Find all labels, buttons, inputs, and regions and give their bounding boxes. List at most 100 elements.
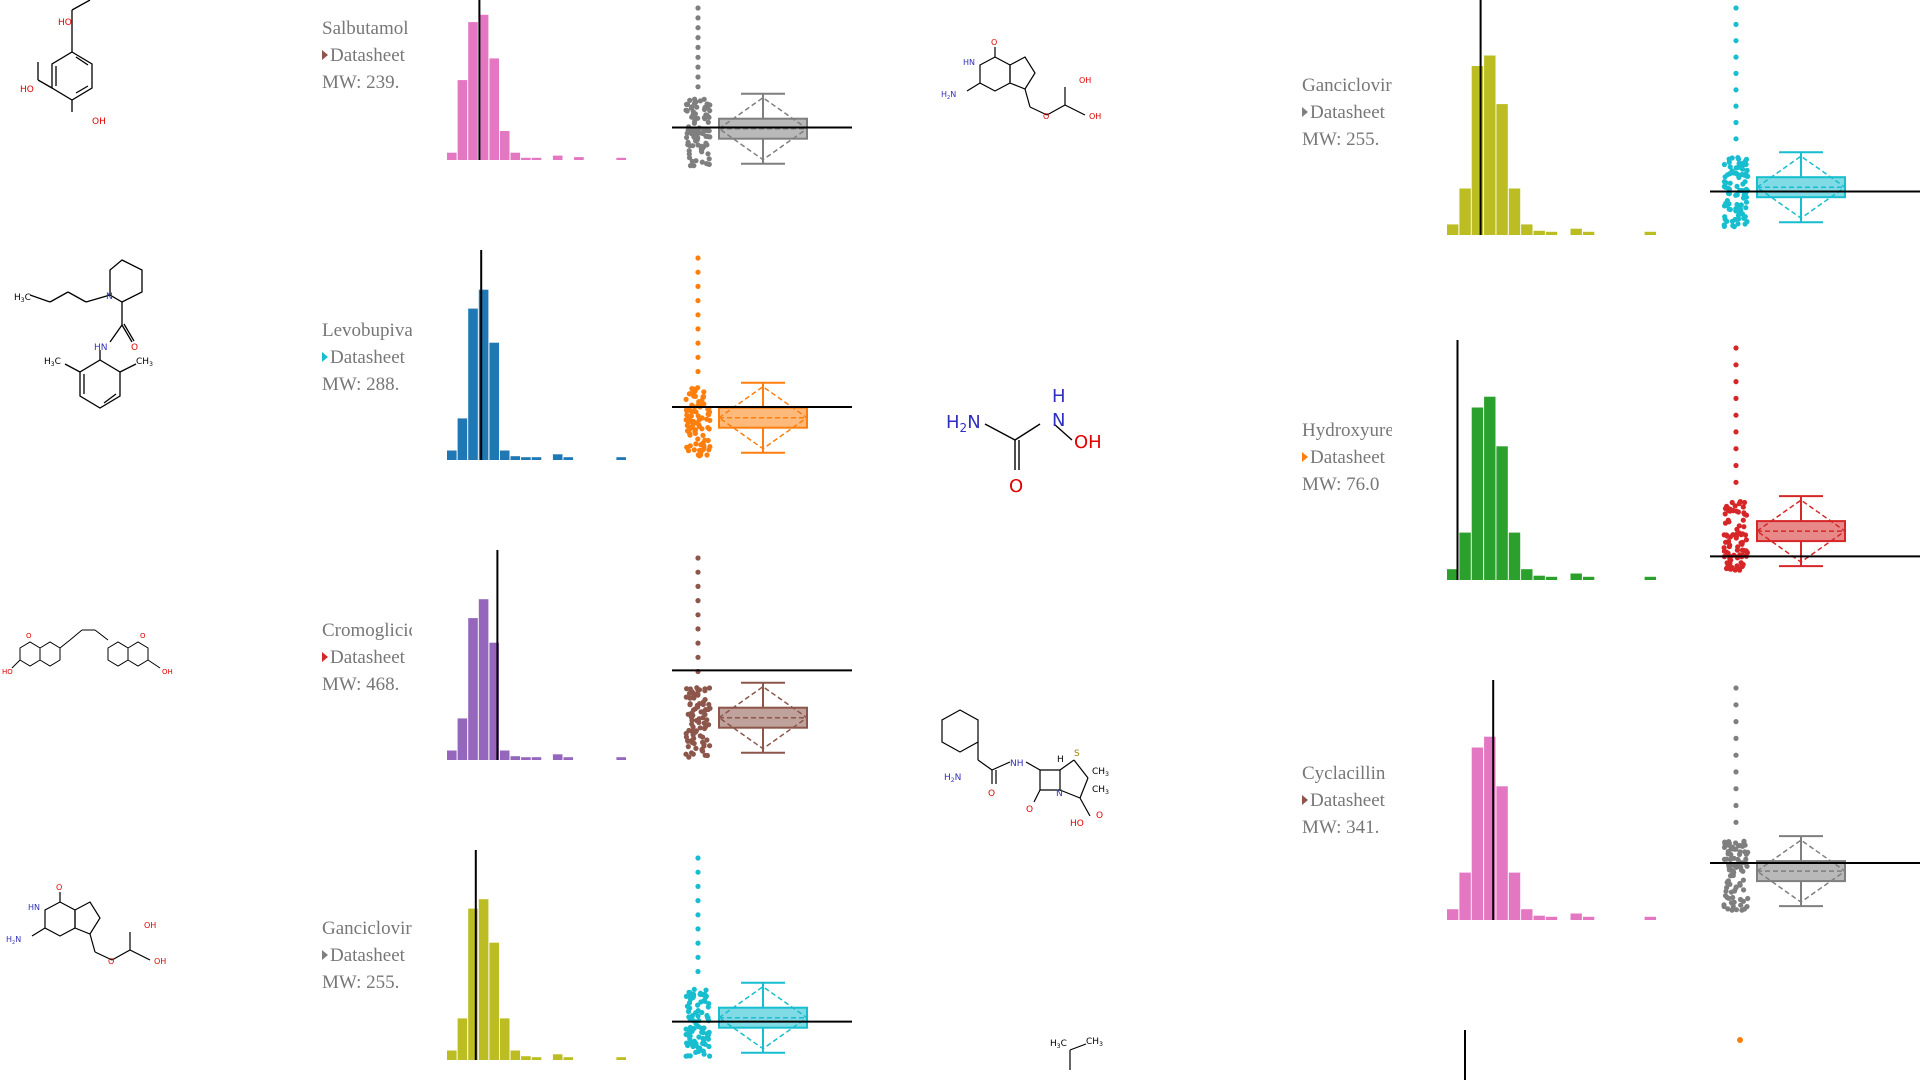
histogram-bar <box>1459 188 1471 235</box>
datasheet-link[interactable]: Datasheet <box>322 42 412 69</box>
mean-diamond <box>717 985 809 1050</box>
swarm-point <box>1737 567 1743 573</box>
swarm-point <box>686 151 692 157</box>
swarm-point <box>695 612 701 618</box>
molecule-structure: H3C N HN O H3C CH3 <box>14 259 153 409</box>
histogram-bar <box>1521 569 1533 580</box>
datasheet-link[interactable]: Datasheet <box>322 942 412 969</box>
swarm-point <box>1739 541 1745 547</box>
swarm-point <box>695 5 701 11</box>
swarm-point <box>1744 219 1750 225</box>
swarm-point <box>1733 479 1739 485</box>
atom-label: O <box>1026 805 1033 815</box>
swarm-point <box>685 744 691 750</box>
expand-arrow-icon[interactable] <box>322 950 328 960</box>
swarm-point <box>1733 345 1739 351</box>
swarm-point <box>695 691 701 697</box>
swarm-point <box>694 137 700 143</box>
swarm-point <box>1733 840 1739 846</box>
swarm-point <box>1731 224 1737 230</box>
drug-info: Salbutamol Datasheet MW: 239. <box>322 15 412 96</box>
expand-arrow-icon[interactable] <box>1302 795 1308 805</box>
datasheet-link[interactable]: Datasheet <box>322 644 412 671</box>
swarm-point <box>690 724 696 730</box>
atom-label: N <box>106 292 113 302</box>
expand-arrow-icon[interactable] <box>1302 107 1308 117</box>
swarm-point <box>1741 499 1748 506</box>
swarm-point <box>691 163 697 169</box>
swarm-point <box>695 298 701 304</box>
swarm-point <box>693 158 699 164</box>
swarm-point <box>693 441 699 447</box>
datasheet-link[interactable]: Datasheet <box>1302 444 1392 471</box>
datasheet-link[interactable]: Datasheet <box>322 344 412 371</box>
swarm-point <box>683 734 689 740</box>
swarm-point <box>695 142 701 148</box>
histogram-bar <box>478 289 489 460</box>
swarm-point <box>1733 103 1739 109</box>
datasheet-link[interactable]: Datasheet <box>1302 787 1392 814</box>
swarm-point <box>1733 802 1739 809</box>
expand-arrow-icon[interactable] <box>322 652 328 662</box>
histogram-bar <box>468 618 478 760</box>
swarm-point <box>1733 136 1739 142</box>
swarm-point <box>707 134 713 140</box>
swarm-point <box>684 444 690 450</box>
histogram-bar <box>478 14 489 160</box>
swarm-point <box>695 340 701 346</box>
swarm-point <box>695 74 701 80</box>
datasheet-link[interactable]: Datasheet <box>1302 99 1392 126</box>
swarm-point <box>1738 202 1744 208</box>
swarm-point <box>704 416 710 422</box>
swarm-point <box>1721 203 1728 209</box>
swarm-point <box>1721 903 1727 910</box>
swarm-point <box>702 688 708 694</box>
swarm-point <box>704 161 710 167</box>
expand-arrow-icon[interactable] <box>322 50 328 60</box>
swarm-point <box>696 1034 702 1040</box>
histogram-bar <box>552 754 563 760</box>
datasheet-label: Datasheet <box>1310 447 1385 468</box>
swarm-point <box>683 1026 689 1032</box>
swarm-point <box>1722 520 1729 526</box>
atom-label: H2N <box>941 90 956 101</box>
swarm-point <box>705 1004 711 1010</box>
swarm-point <box>700 130 706 137</box>
histogram-bar <box>457 80 468 160</box>
atom-label: O <box>991 38 997 47</box>
swarm-point <box>1740 517 1746 523</box>
swarm-point <box>695 569 701 575</box>
histogram-bar <box>499 750 510 760</box>
swarm-point <box>705 706 711 713</box>
histogram-bar <box>489 58 499 160</box>
drug-name: Ganciclovir <box>1302 75 1392 96</box>
histogram-bar <box>489 942 499 1060</box>
histogram-bar <box>563 1057 574 1060</box>
histogram-bar <box>468 22 478 160</box>
expand-arrow-icon[interactable] <box>1302 452 1308 462</box>
swarm-point <box>1741 838 1747 844</box>
swarm-point <box>1743 512 1750 518</box>
histogram-bar <box>1459 532 1471 580</box>
swarm-point <box>695 598 701 604</box>
histogram-bar <box>563 757 574 760</box>
swarm-point <box>701 444 707 450</box>
swarm-point <box>701 743 707 749</box>
swarm-point <box>687 702 693 708</box>
swarm-point <box>683 107 689 113</box>
swarm-point <box>691 100 698 106</box>
swarm-point <box>1726 538 1732 545</box>
histogram-bar <box>1459 872 1471 920</box>
swarm-point <box>1741 906 1748 912</box>
distribution-histogram <box>447 250 626 460</box>
atom-label: O <box>140 632 146 640</box>
expand-arrow-icon[interactable] <box>322 352 328 362</box>
distribution-histogram <box>447 0 626 160</box>
swarm-point <box>1733 395 1739 401</box>
swarm-point <box>1721 161 1727 168</box>
swarm-point <box>1727 164 1733 170</box>
histogram-bar <box>616 1057 626 1060</box>
swarm-point <box>1725 906 1731 912</box>
atom-label: H3C <box>14 293 31 304</box>
swarm-point <box>1742 179 1748 185</box>
